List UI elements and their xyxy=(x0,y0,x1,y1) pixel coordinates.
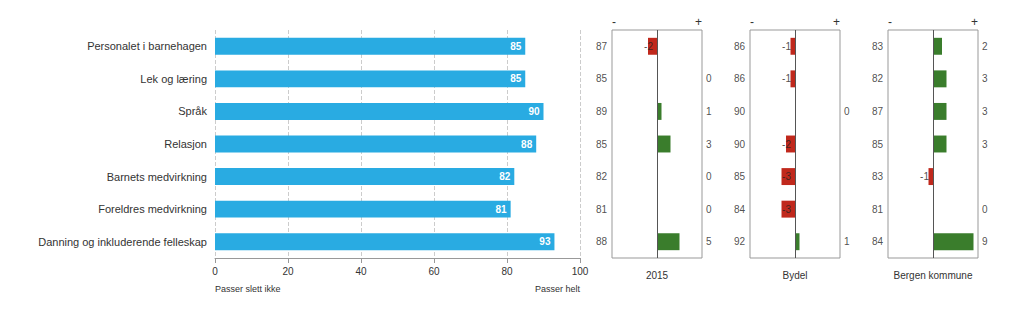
svg-text:0: 0 xyxy=(844,106,850,117)
svg-text:+: + xyxy=(695,15,702,29)
svg-text:3: 3 xyxy=(706,139,712,150)
svg-text:85: 85 xyxy=(510,73,522,84)
svg-text:0: 0 xyxy=(982,204,988,215)
svg-text:93: 93 xyxy=(539,236,551,247)
svg-text:90: 90 xyxy=(528,106,540,117)
svg-text:90: 90 xyxy=(734,139,746,150)
svg-text:1: 1 xyxy=(706,106,712,117)
svg-text:85: 85 xyxy=(872,139,884,150)
svg-text:1: 1 xyxy=(844,236,850,247)
svg-text:2: 2 xyxy=(982,41,988,52)
svg-text:3: 3 xyxy=(982,106,988,117)
svg-text:0: 0 xyxy=(706,171,712,182)
svg-text:81: 81 xyxy=(596,204,608,215)
svg-text:-1: -1 xyxy=(782,73,791,84)
svg-text:Barnets medvirkning: Barnets medvirkning xyxy=(107,171,207,183)
svg-text:87: 87 xyxy=(872,106,884,117)
svg-text:0: 0 xyxy=(212,266,218,277)
svg-text:89: 89 xyxy=(596,106,608,117)
svg-text:83: 83 xyxy=(872,171,884,182)
svg-text:Passer slett ikke: Passer slett ikke xyxy=(215,284,281,294)
svg-text:Danning og inkluderende felles: Danning og inkluderende felleskap xyxy=(38,236,207,248)
svg-text:Personalet i barnehagen: Personalet i barnehagen xyxy=(87,40,207,52)
svg-text:85: 85 xyxy=(596,139,608,150)
svg-text:87: 87 xyxy=(596,41,608,52)
svg-text:-3: -3 xyxy=(782,171,791,182)
svg-text:84: 84 xyxy=(872,236,884,247)
svg-text:0: 0 xyxy=(706,204,712,215)
svg-text:81: 81 xyxy=(872,204,884,215)
svg-text:Bydel: Bydel xyxy=(782,270,807,281)
svg-text:85: 85 xyxy=(596,73,608,84)
svg-text:90: 90 xyxy=(734,106,746,117)
svg-text:+: + xyxy=(833,15,840,29)
svg-text:82: 82 xyxy=(596,171,608,182)
svg-text:-2: -2 xyxy=(782,139,791,150)
svg-text:0: 0 xyxy=(706,73,712,84)
svg-text:82: 82 xyxy=(499,171,511,182)
svg-text:9: 9 xyxy=(982,236,988,247)
svg-text:Språk: Språk xyxy=(178,105,207,117)
svg-text:-3: -3 xyxy=(782,204,791,215)
svg-text:85: 85 xyxy=(510,41,522,52)
svg-text:-1: -1 xyxy=(782,41,791,52)
svg-text:3: 3 xyxy=(982,139,988,150)
svg-text:-: - xyxy=(888,15,892,29)
svg-text:20: 20 xyxy=(282,266,294,277)
svg-text:88: 88 xyxy=(596,236,608,247)
svg-text:86: 86 xyxy=(734,73,746,84)
svg-text:Passer helt: Passer helt xyxy=(535,284,581,294)
svg-text:-: - xyxy=(750,15,754,29)
svg-text:Bergen kommune: Bergen kommune xyxy=(894,270,973,281)
svg-text:2015: 2015 xyxy=(646,270,669,281)
svg-text:Foreldres medvirkning: Foreldres medvirkning xyxy=(98,203,207,215)
svg-text:82: 82 xyxy=(872,73,884,84)
svg-text:60: 60 xyxy=(428,266,440,277)
svg-text:5: 5 xyxy=(706,236,712,247)
svg-text:Relasjon: Relasjon xyxy=(164,138,207,150)
svg-text:-1: -1 xyxy=(920,171,929,182)
svg-text:-: - xyxy=(612,15,616,29)
svg-text:+: + xyxy=(971,15,978,29)
svg-text:84: 84 xyxy=(734,204,746,215)
svg-text:-2: -2 xyxy=(644,41,653,52)
svg-text:88: 88 xyxy=(521,139,533,150)
svg-text:100: 100 xyxy=(572,266,589,277)
svg-text:80: 80 xyxy=(501,266,513,277)
svg-text:81: 81 xyxy=(496,204,508,215)
svg-text:85: 85 xyxy=(734,171,746,182)
svg-text:3: 3 xyxy=(982,73,988,84)
svg-text:92: 92 xyxy=(734,236,746,247)
svg-text:40: 40 xyxy=(355,266,367,277)
svg-text:86: 86 xyxy=(734,41,746,52)
svg-text:Lek og læring: Lek og læring xyxy=(140,73,207,85)
svg-text:83: 83 xyxy=(872,41,884,52)
